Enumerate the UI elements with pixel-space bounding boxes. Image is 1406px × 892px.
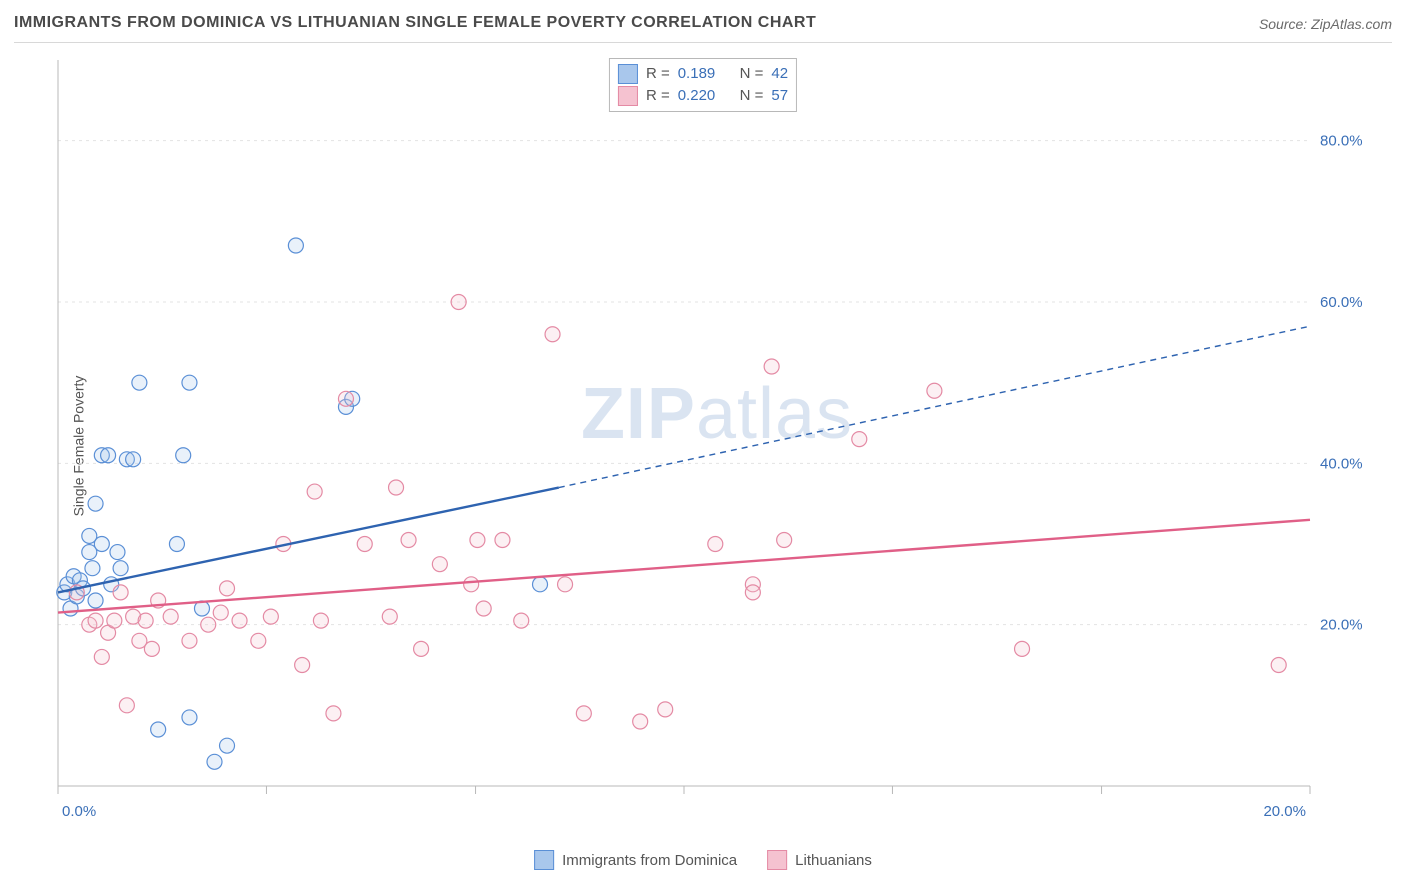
legend-row-series-1: R = 0.220 N = 57 xyxy=(618,85,788,107)
legend-item-lithuanians: Lithuanians xyxy=(767,850,872,870)
legend-swatch-lithuanians-icon xyxy=(767,850,787,870)
source-label: Source: ZipAtlas.com xyxy=(1259,16,1392,32)
legend-label-dominica: Immigrants from Dominica xyxy=(562,852,737,869)
r-value-lithuanians: 0.220 xyxy=(678,85,716,107)
chart-title-bar: IMMIGRANTS FROM DOMINICA VS LITHUANIAN S… xyxy=(14,14,1392,43)
legend-swatch-dominica xyxy=(618,64,638,84)
legend-swatch-dominica-icon xyxy=(534,850,554,870)
svg-text:40.0%: 40.0% xyxy=(1320,455,1363,472)
legend-label-lithuanians: Lithuanians xyxy=(795,852,872,869)
legend-swatch-lithuanians xyxy=(618,86,638,106)
legend-item-dominica: Immigrants from Dominica xyxy=(534,850,737,870)
series-legend: Immigrants from Dominica Lithuanians xyxy=(534,850,872,870)
r-label: R = xyxy=(646,63,670,85)
svg-text:20.0%: 20.0% xyxy=(1263,803,1306,820)
legend-row-series-0: R = 0.189 N = 42 xyxy=(618,63,788,85)
correlation-legend: R = 0.189 N = 42 R = 0.220 N = 57 xyxy=(609,58,797,112)
svg-text:20.0%: 20.0% xyxy=(1320,617,1363,634)
svg-text:0.0%: 0.0% xyxy=(62,803,96,820)
svg-text:80.0%: 80.0% xyxy=(1320,133,1363,150)
n-value-lithuanians: 57 xyxy=(771,85,788,107)
chart-title: IMMIGRANTS FROM DOMINICA VS LITHUANIAN S… xyxy=(14,14,816,31)
svg-text:60.0%: 60.0% xyxy=(1320,294,1363,311)
n-label: N = xyxy=(740,63,764,85)
chart-plot-area: 0.0%20.0%20.0%40.0%60.0%80.0% ZIPatlas xyxy=(52,56,1382,834)
n-label: N = xyxy=(740,85,764,107)
r-label: R = xyxy=(646,85,670,107)
r-value-dominica: 0.189 xyxy=(678,63,716,85)
scatter-chart-svg: 0.0% 20.0% 20.0% 40.0% 60.0% 80.0% xyxy=(52,56,1382,834)
n-value-dominica: 42 xyxy=(771,63,788,85)
